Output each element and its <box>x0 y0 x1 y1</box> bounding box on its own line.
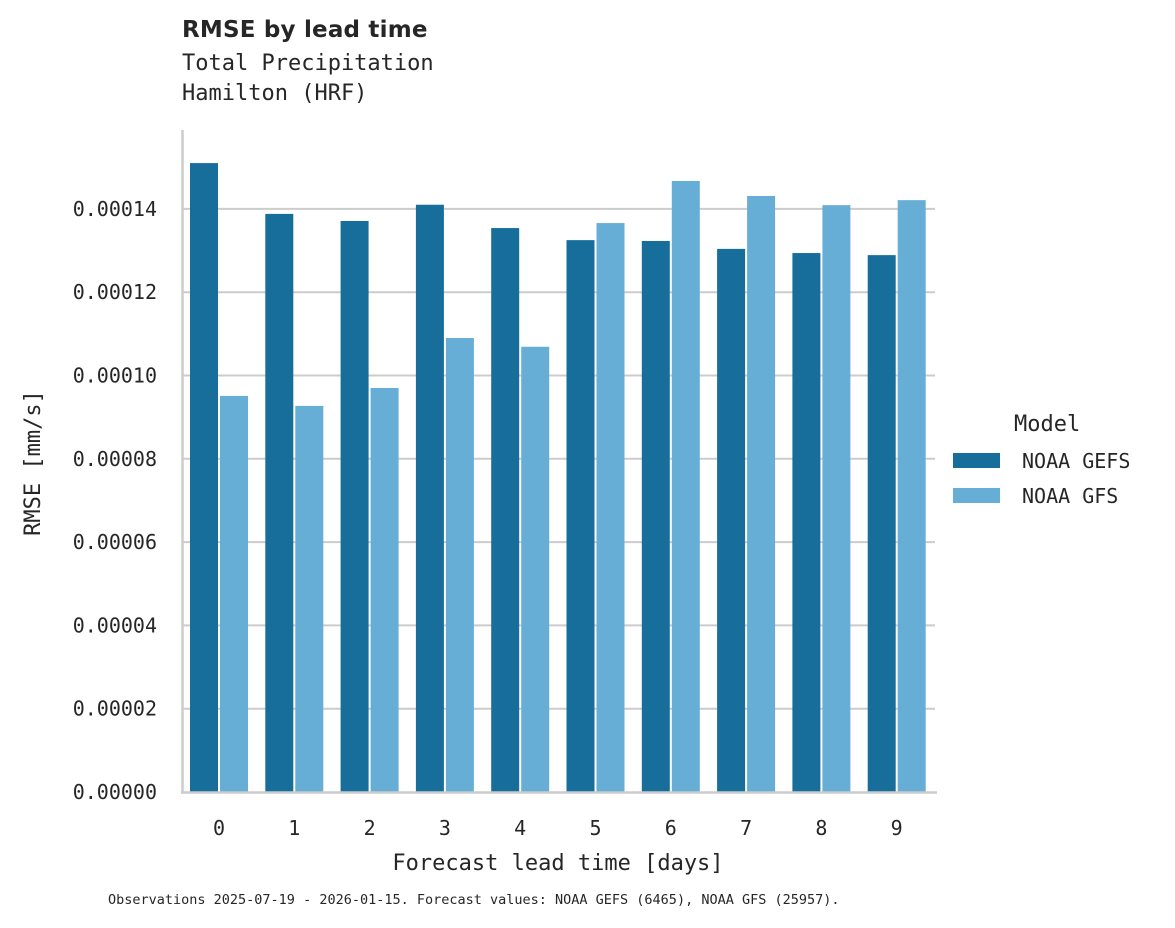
bar-gfs-day-2 <box>370 387 399 792</box>
x-tick-label: 4 <box>514 816 526 840</box>
x-tick-labels: 0 1 2 3 4 5 6 7 8 9 <box>213 816 903 840</box>
y-tick-labels: 0.00000 0.00002 0.00004 0.00006 0.00008 0.000… <box>73 197 157 804</box>
x-tick-label: 3 <box>439 816 451 840</box>
legend-item-gfs: NOAA GFS <box>953 478 1130 513</box>
y-tick-label: 0.00000 <box>73 780 157 804</box>
bar-gefs-day-1 <box>265 213 294 792</box>
y-tick-label: 0.00010 <box>73 364 157 388</box>
bars <box>190 163 926 793</box>
legend-title: Model <box>1014 412 1081 437</box>
x-tick-label: 6 <box>665 816 677 840</box>
y-tick-label: 0.00006 <box>73 530 157 554</box>
bar-gfs-day-3 <box>445 338 474 792</box>
legend-item-gefs: NOAA GEFS <box>953 443 1130 478</box>
y-tick-label: 0.00002 <box>73 697 157 721</box>
x-tick-label: 7 <box>740 816 752 840</box>
x-axis-label: Forecast lead time [days] <box>392 851 723 876</box>
legend-swatch-gefs <box>953 453 1000 468</box>
bar-gfs-day-7 <box>747 195 776 792</box>
legend-label-gfs: NOAA GFS <box>1022 483 1119 508</box>
chart-subtitle-location: Hamilton (HRF) <box>182 81 368 106</box>
bar-gefs-day-8 <box>792 253 821 792</box>
bar-gfs-day-1 <box>295 405 324 792</box>
bar-gfs-day-5 <box>596 223 625 792</box>
legend-label-gefs: NOAA GEFS <box>1022 448 1131 473</box>
x-tick-label: 8 <box>815 816 827 840</box>
y-tick-label: 0.00012 <box>73 280 157 304</box>
x-tick-label: 2 <box>364 816 376 840</box>
bar-gefs-day-0 <box>190 163 218 792</box>
x-tick-label: 9 <box>891 816 903 840</box>
y-tick-label: 0.00014 <box>73 197 157 221</box>
bar-gefs-day-9 <box>867 255 896 793</box>
bar-gfs-day-0 <box>220 395 248 792</box>
chart-title: RMSE by lead time <box>182 17 428 43</box>
bar-gefs-day-6 <box>641 240 670 792</box>
footnote: Observations 2025-07-19 - 2026-01-15. Fo… <box>108 892 840 908</box>
bar-gefs-day-4 <box>491 228 520 792</box>
x-tick-label: 5 <box>589 816 601 840</box>
x-tick-label: 0 <box>213 816 225 840</box>
x-tick-label: 1 <box>288 816 300 840</box>
legend: Model NOAA GEFS NOAA GFS <box>953 412 1130 513</box>
bar-gfs-day-9 <box>897 200 926 792</box>
bar-gefs-day-7 <box>717 248 746 792</box>
bar-gfs-day-6 <box>671 180 700 792</box>
legend-swatch-gfs <box>953 488 1000 503</box>
y-axis-label: RMSE [mm/s] <box>21 390 46 536</box>
axes <box>181 130 937 794</box>
bar-gefs-day-3 <box>415 204 444 793</box>
bar-gefs-day-5 <box>566 240 595 792</box>
bar-gfs-day-4 <box>521 346 550 792</box>
chart-subtitle-variable: Total Precipitation <box>182 51 434 76</box>
y-tick-label: 0.00008 <box>73 447 157 471</box>
bar-gefs-day-2 <box>340 220 369 792</box>
y-tick-label: 0.00004 <box>73 613 157 637</box>
bar-gfs-day-8 <box>822 205 851 793</box>
